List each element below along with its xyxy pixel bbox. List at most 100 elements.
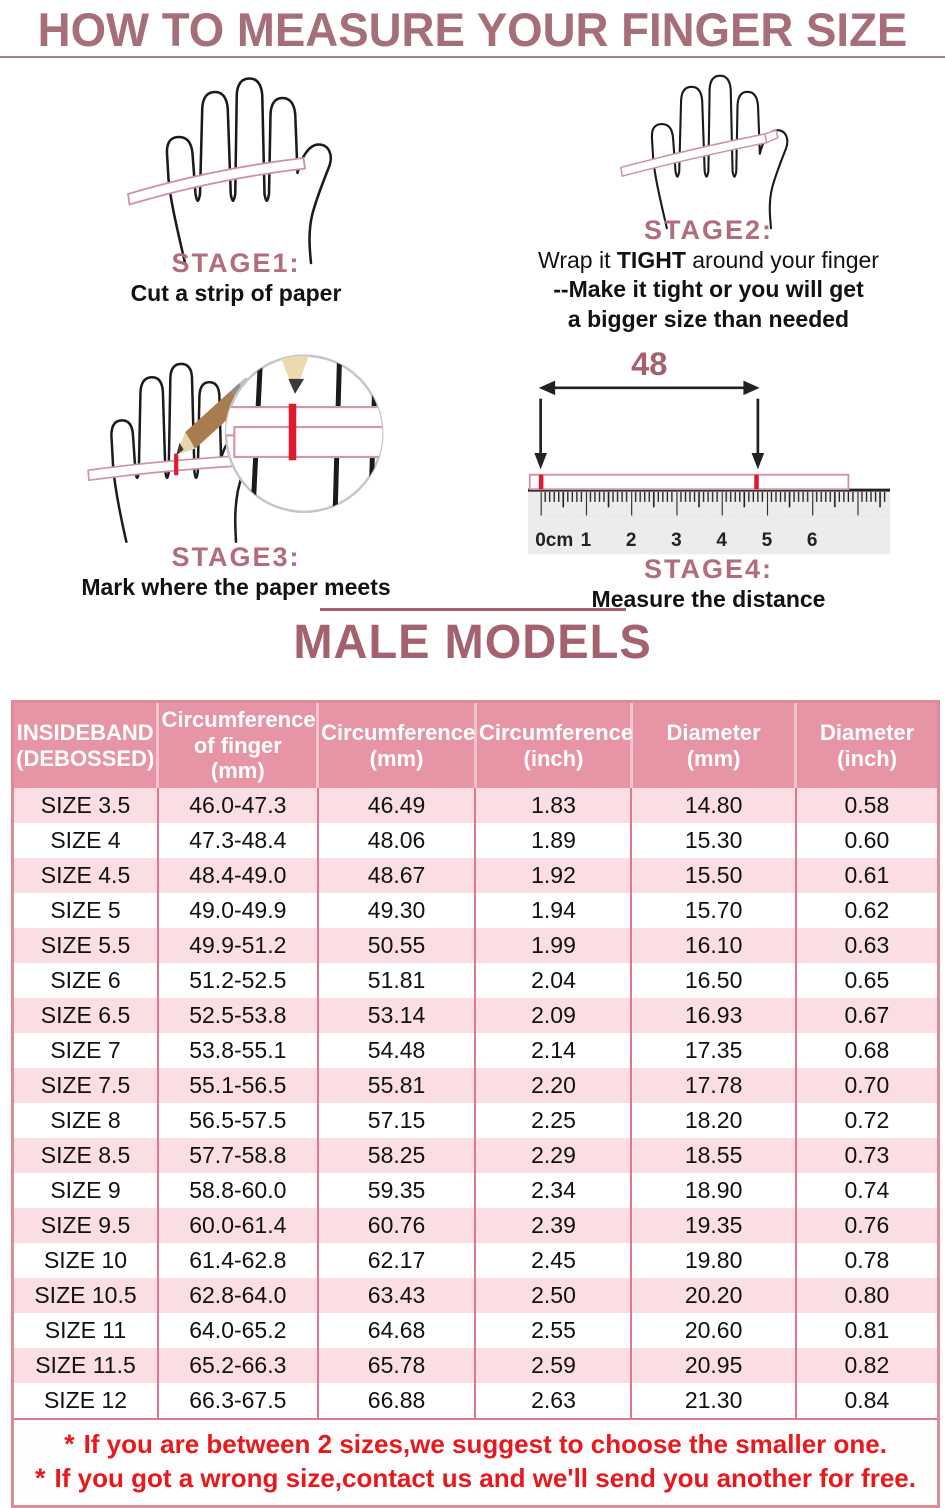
cell-size: SIZE 5.5	[14, 928, 159, 963]
cell-circumference-finger-mm: 53.8-55.1	[157, 1033, 319, 1068]
cell-circumference-finger-mm: 60.0-61.4	[157, 1208, 319, 1243]
instruction-stages: STAGE1: Cut a strip of paper STAGE2: Wra…	[0, 62, 945, 622]
ruler-label-6: 6	[806, 530, 817, 551]
table-row: SIZE 3.5 46.0-47.3 46.49 1.83 14.80 0.58	[14, 788, 937, 823]
cell-circumference-inch: 2.29	[475, 1138, 633, 1173]
cell-circumference-mm: 65.78	[317, 1348, 477, 1383]
cell-diameter-inch: 0.81	[844, 1317, 890, 1343]
cell-circumference-finger-mm: 66.3-67.5	[157, 1383, 319, 1418]
cell-circumference-mm: 64.68	[317, 1313, 477, 1348]
cell-diameter-inch: 0.78	[844, 1247, 890, 1273]
cell-circumference-inch: 2.34	[475, 1173, 633, 1208]
cell-circumference-finger-mm: 58.8-60.0	[157, 1173, 319, 1208]
cell-circumference-inch: 2.14	[475, 1033, 633, 1068]
cell-circumference-finger-mm: 49.0-49.9	[157, 893, 319, 928]
star-icon: *	[64, 1429, 75, 1459]
cell-diameter-inch: 0.65	[844, 967, 890, 993]
table-row: SIZE 4 47.3-48.4 48.06 1.89 15.30 0.60	[14, 823, 937, 858]
stage2-block: STAGE2: Wrap it TIGHT around your finger…	[472, 62, 945, 334]
stage2-caption-post: around your finger	[685, 246, 879, 273]
cell-diameter-mm: 15.50	[631, 858, 797, 893]
cell-circumference-inch: 2.39	[475, 1208, 633, 1243]
cell-circumference-inch: 1.89	[475, 823, 633, 858]
cell-circumference-mm: 51.81	[317, 963, 477, 998]
cell-diameter-mm: 20.95	[631, 1348, 797, 1383]
note-line-2: * If you got a wrong size,contact us and …	[18, 1462, 933, 1496]
cell-circumference-inch: 2.55	[475, 1313, 633, 1348]
top-divider	[0, 56, 945, 58]
cell-diameter-mm: 16.93	[631, 998, 797, 1033]
stage2-hand-illustration	[619, 74, 788, 230]
header-circumference-inch: Circumference (inch)	[475, 703, 633, 788]
cell-diameter-inch: 0.74	[844, 1177, 890, 1203]
cell-circumference-inch: 1.83	[475, 788, 633, 823]
header-diameter-mm: Diameter (mm)	[631, 703, 798, 788]
cell-diameter-inch: 0.72	[844, 1107, 890, 1133]
cell-size: SIZE 10.5	[14, 1278, 159, 1313]
table-row: SIZE 4.5 48.4-49.0 48.67 1.92 15.50 0.61	[14, 858, 937, 893]
header-circumference-mm: Circumference (mm)	[317, 703, 477, 788]
stage3-hand-pencil-illustration	[87, 354, 384, 543]
cell-circumference-inch: 2.04	[475, 963, 633, 998]
size-table-body: SIZE 3.5 46.0-47.3 46.49 1.83 14.80 0.58…	[14, 788, 937, 1418]
header-circumference-finger-mm: Circumference of finger (mm)	[157, 703, 320, 788]
cell-diameter-inch: 0.76	[844, 1212, 890, 1238]
cell-circumference-mm: 63.43	[317, 1278, 477, 1313]
cell-circumference-finger-mm: 48.4-49.0	[157, 858, 319, 893]
page-title: HOW TO MEASURE YOUR FINGER SIZE	[37, 3, 908, 56]
cell-circumference-mm: 50.55	[317, 928, 477, 963]
cell-size: SIZE 9	[14, 1173, 159, 1208]
stage2-caption-pre: Wrap it	[538, 246, 617, 273]
cell-diameter-inch: 0.84	[844, 1387, 890, 1413]
ring-size-table: INSIDEBAND (DEBOSSED) Circumference of f…	[11, 700, 940, 1508]
cell-diameter-mm: 17.35	[631, 1033, 797, 1068]
cell-diameter-inch: 0.73	[844, 1142, 890, 1168]
table-row: SIZE 8.5 57.7-58.8 58.25 2.29 18.55 0.73	[14, 1138, 937, 1173]
cell-circumference-finger-mm: 47.3-48.4	[157, 823, 319, 858]
stage4-ruler-illustration: 48	[527, 348, 890, 555]
cell-diameter-inch: 0.61	[844, 862, 890, 888]
table-row: SIZE 9 58.8-60.0 59.35 2.34 18.90 0.74	[14, 1173, 937, 1208]
table-row: SIZE 11 64.0-65.2 64.68 2.55 20.60 0.81	[14, 1313, 937, 1348]
cell-circumference-mm: 46.49	[317, 788, 477, 823]
ruler: 0cm 1 2 3 4 5 6	[527, 488, 890, 555]
cell-circumference-mm: 55.81	[317, 1068, 477, 1103]
table-row: SIZE 12 66.3-67.5 66.88 2.63 21.30 0.84	[14, 1383, 937, 1418]
cell-circumference-mm: 49.30	[317, 893, 477, 928]
table-row: SIZE 7 53.8-55.1 54.48 2.14 17.35 0.68	[14, 1033, 937, 1068]
cell-diameter-mm: 21.30	[631, 1383, 797, 1418]
cell-circumference-mm: 48.67	[317, 858, 477, 893]
cell-size: SIZE 9.5	[14, 1208, 159, 1243]
stage4-block: 48	[472, 334, 945, 622]
cell-circumference-inch: 1.92	[475, 858, 633, 893]
cell-circumference-inch: 2.50	[475, 1278, 633, 1313]
cell-size: SIZE 6	[14, 963, 159, 998]
cell-diameter-mm: 17.78	[631, 1068, 797, 1103]
cell-circumference-finger-mm: 55.1-56.5	[157, 1068, 319, 1103]
cell-circumference-finger-mm: 65.2-66.3	[157, 1348, 319, 1383]
section-header: MALE MODELS	[0, 608, 945, 670]
cell-circumference-inch: 2.63	[475, 1383, 633, 1418]
cell-circumference-mm: 66.88	[317, 1383, 477, 1418]
red-mark-right	[753, 474, 759, 490]
cell-diameter-mm: 15.70	[631, 893, 797, 928]
measured-length-value: 48	[631, 348, 667, 382]
table-row: SIZE 9.5 60.0-61.4 60.76 2.39 19.35 0.76	[14, 1208, 937, 1243]
note-text-2: If you got a wrong size,contact us and w…	[54, 1462, 916, 1493]
cell-diameter-mm: 20.20	[631, 1278, 797, 1313]
cell-circumference-mm: 53.14	[317, 998, 477, 1033]
cell-diameter-mm: 19.80	[631, 1243, 797, 1278]
stage4-caption: Measure the distance	[591, 586, 826, 612]
ruler-label-5: 5	[761, 530, 772, 551]
cell-size: SIZE 8.5	[14, 1138, 159, 1173]
cell-size: SIZE 8	[14, 1103, 159, 1138]
stage1-label: STAGE1:	[171, 248, 301, 278]
cell-size: SIZE 5	[14, 893, 159, 928]
cell-diameter-inch: 0.62	[844, 897, 890, 923]
ruler-label-0cm: 0cm	[535, 530, 573, 551]
ruler-label-1: 1	[580, 530, 591, 551]
ruler-label-3: 3	[671, 530, 682, 551]
stage2-caption-line1: Wrap it TIGHT around your finger	[538, 246, 879, 275]
cell-circumference-mm: 48.06	[317, 823, 477, 858]
cell-size: SIZE 11.5	[14, 1348, 159, 1383]
